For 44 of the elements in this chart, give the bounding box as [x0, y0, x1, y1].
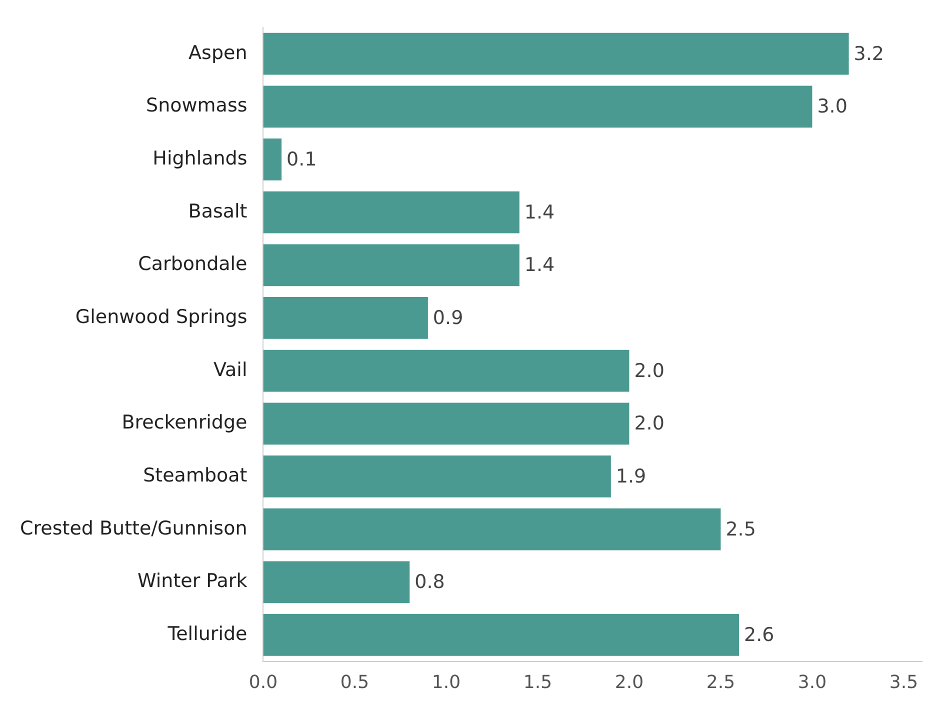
- x-tick-label: 1.0: [432, 672, 461, 693]
- x-tick-label: 3.5: [889, 672, 918, 693]
- x-tick-label: 0.0: [248, 672, 278, 693]
- data-label: 1.4: [524, 201, 555, 224]
- data-label: 2.0: [634, 412, 664, 435]
- y-tick-label: Basalt: [188, 200, 248, 222]
- data-label: 2.0: [634, 360, 664, 382]
- data-label: 0.9: [432, 306, 464, 329]
- y-tick-label: Breckenridge: [122, 412, 248, 434]
- data-label: 2.6: [744, 624, 774, 646]
- y-tick-label: Winter Park: [138, 570, 248, 592]
- y-tick-label: Vail: [214, 358, 248, 381]
- bar: [263, 402, 630, 445]
- data-label: 2.5: [726, 518, 756, 540]
- bar: [263, 244, 520, 286]
- bar: [263, 32, 849, 75]
- bar: [263, 86, 812, 128]
- y-tick-label: Glenwood Springs: [75, 306, 248, 328]
- bar: [263, 456, 611, 498]
- y-tick-label: Carbondale: [138, 253, 248, 276]
- data-label: 3.2: [854, 42, 884, 65]
- x-tick-label: 3.0: [798, 672, 827, 693]
- y-tick-label: Steamboat: [143, 464, 248, 486]
- data-label: 1.4: [524, 254, 555, 276]
- bar: [263, 138, 282, 180]
- y-tick-label: Highlands: [152, 147, 248, 170]
- y-tick-label: Telluride: [166, 622, 248, 645]
- x-tick-label: 2.5: [706, 672, 736, 693]
- y-tick-label: Crested Butte/Gunnison: [20, 517, 248, 540]
- x-tick-label: 1.5: [523, 672, 552, 693]
- x-tick-label: 2.0: [614, 672, 644, 693]
- data-label: 0.8: [414, 571, 445, 594]
- data-label: 3.0: [817, 96, 848, 118]
- x-tick-label: 0.5: [340, 672, 370, 693]
- bar: [263, 561, 410, 604]
- bar: [263, 297, 428, 339]
- bar: [263, 191, 520, 234]
- data-label: 1.9: [616, 465, 646, 488]
- y-tick-label: Snowmass: [146, 94, 248, 117]
- bar: [263, 508, 721, 550]
- data-label: 0.1: [286, 148, 317, 170]
- bar: [263, 350, 630, 392]
- bar: [263, 614, 740, 656]
- y-tick-label: Aspen: [188, 42, 248, 64]
